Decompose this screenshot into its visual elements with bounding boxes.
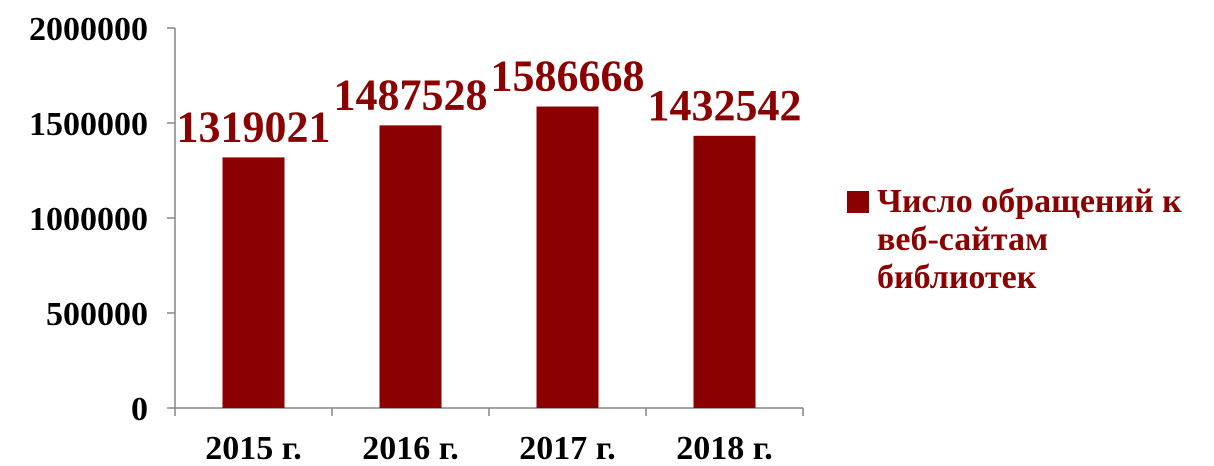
x-tick-label: 2016 г. bbox=[362, 430, 459, 466]
bar bbox=[693, 135, 756, 408]
bar bbox=[222, 157, 285, 408]
y-tick-label: 500000 bbox=[46, 296, 148, 333]
bar-series bbox=[222, 106, 756, 408]
y-tick-label: 2000000 bbox=[29, 11, 148, 48]
x-tick-label: 2017 г. bbox=[519, 430, 616, 466]
y-axis: 0 500000 1000000 1500000 2000000 bbox=[29, 11, 176, 428]
data-label: 1319021 bbox=[177, 102, 331, 151]
y-tick-label: 1000000 bbox=[29, 201, 148, 238]
data-label: 1586668 bbox=[491, 52, 645, 101]
legend-label: Число обращений к веб-сайтам библиотек bbox=[877, 183, 1182, 296]
bar bbox=[536, 106, 599, 408]
x-axis: 2015 г. 2016 г. 2017 г. 2018 г. bbox=[174, 407, 804, 466]
y-tick-label: 1500000 bbox=[29, 106, 148, 143]
legend-swatch bbox=[847, 191, 869, 213]
data-label: 1432542 bbox=[648, 81, 802, 130]
y-tick-label: 0 bbox=[131, 391, 148, 428]
x-tick-label: 2015 г. bbox=[205, 430, 302, 466]
data-label: 1487528 bbox=[334, 70, 488, 119]
bar bbox=[379, 125, 442, 408]
x-tick-label: 2018 г. bbox=[676, 430, 773, 466]
